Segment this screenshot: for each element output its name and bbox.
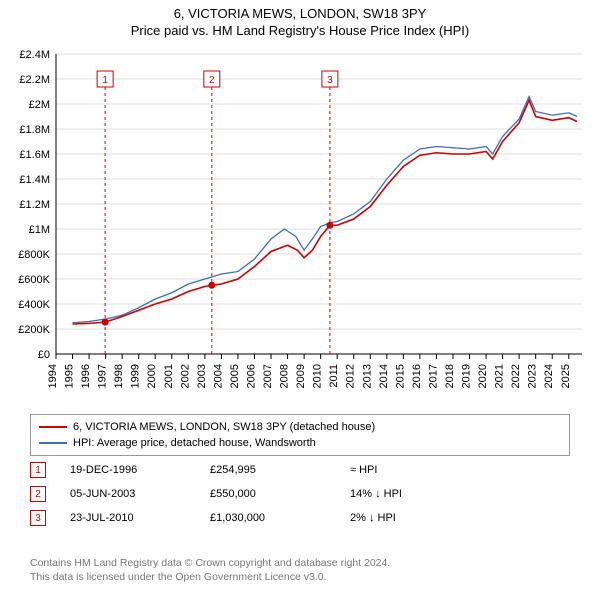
x-tick-label: 2022: [510, 364, 522, 388]
x-tick-label: 2014: [378, 364, 390, 388]
x-tick-label: 1997: [97, 364, 109, 388]
x-tick-label: 1998: [113, 364, 125, 388]
tx-row-hpi: ≈ HPI: [350, 464, 470, 476]
footnote-line2: This data is licensed under the Open Gov…: [30, 570, 570, 584]
y-tick-label: £1M: [29, 224, 50, 236]
y-tick-label: £2.2M: [19, 74, 50, 86]
x-tick-label: 2008: [279, 364, 291, 388]
tx-row-date: 19-DEC-1996: [70, 464, 210, 476]
tx-marker-number: 1: [102, 75, 108, 86]
x-tick-label: 2012: [345, 364, 357, 388]
tx-row-marker: 1: [30, 462, 46, 478]
table-row: 2 05-JUN-2003£550,00014% ↓ HPI: [30, 482, 570, 506]
legend-item: HPI: Average price, detached house, Wand…: [39, 435, 561, 451]
tx-row-hpi: 14% ↓ HPI: [350, 488, 470, 500]
x-tick-label: 2019: [461, 364, 473, 388]
y-tick-label: £200K: [18, 324, 50, 336]
y-tick-label: £1.2M: [19, 199, 50, 211]
x-tick-label: 2004: [212, 364, 224, 388]
tx-marker-dot: [102, 319, 109, 326]
transactions-table: 1 19-DEC-1996£254,995≈ HPI 2 05-JUN-2003£55…: [30, 458, 570, 530]
tx-marker-number: 3: [327, 75, 333, 86]
tx-row-marker: 3: [30, 510, 46, 526]
x-tick-label: 2020: [477, 364, 489, 388]
tx-marker-dot: [208, 282, 215, 289]
x-tick-label: 2025: [560, 364, 572, 388]
legend-item: 6, VICTORIA MEWS, LONDON, SW18 3PY (deta…: [39, 419, 561, 435]
tx-row-price: £254,995: [210, 464, 350, 476]
x-tick-label: 2023: [527, 364, 539, 388]
chart-container: 6, VICTORIA MEWS, LONDON, SW18 3PY Price…: [0, 0, 600, 590]
table-row: 1 19-DEC-1996£254,995≈ HPI: [30, 458, 570, 482]
y-tick-label: £1.4M: [19, 174, 50, 186]
x-tick-label: 1994: [47, 364, 59, 388]
y-tick-label: £1.6M: [19, 149, 50, 161]
x-tick-label: 2024: [543, 364, 555, 388]
x-tick-label: 2005: [229, 364, 241, 388]
y-tick-label: £600K: [18, 274, 50, 286]
legend-swatch: [39, 426, 67, 428]
y-tick-label: £800K: [18, 249, 50, 261]
chart-area: £0 £200K £400K £600K £800K £1M £1.2M £1.4M £1.6M…: [8, 46, 592, 406]
x-tick-label: 1995: [64, 364, 76, 388]
legend-label: 6, VICTORIA MEWS, LONDON, SW18 3PY (deta…: [73, 421, 375, 433]
tx-row-price: £550,000: [210, 488, 350, 500]
titles: 6, VICTORIA MEWS, LONDON, SW18 3PY Price…: [0, 0, 600, 38]
x-tick-label: 2011: [328, 364, 340, 388]
x-tick-label: 2006: [245, 364, 257, 388]
y-tick-label: £2.4M: [19, 49, 50, 61]
x-tick-label: 2017: [427, 364, 439, 388]
y-tick-label: £1.8M: [19, 124, 50, 136]
x-tick-label: 2000: [146, 364, 158, 388]
x-tick-label: 2003: [196, 364, 208, 388]
x-tick-label: 2007: [262, 364, 274, 388]
y-tick-label: £400K: [18, 299, 50, 311]
tx-marker-dot: [326, 222, 333, 229]
tx-row-date: 05-JUN-2003: [70, 488, 210, 500]
line-chart: £0 £200K £400K £600K £800K £1M £1.2M £1.4M £1.6M…: [8, 46, 592, 406]
tx-marker-number: 2: [209, 75, 215, 86]
x-tick-label: 2013: [361, 364, 373, 388]
x-tick-label: 2010: [312, 364, 324, 388]
tx-row-hpi: 2% ↓ HPI: [350, 512, 470, 524]
table-row: 3 23-JUL-2010£1,030,0002% ↓ HPI: [30, 506, 570, 530]
x-tick-label: 2021: [494, 364, 506, 388]
legend: 6, VICTORIA MEWS, LONDON, SW18 3PY (deta…: [30, 414, 570, 456]
legend-label: HPI: Average price, detached house, Wand…: [73, 437, 316, 449]
x-tick-label: 2002: [179, 364, 191, 388]
series-property: [73, 100, 577, 324]
tx-row-marker: 2: [30, 486, 46, 502]
footnote-line1: Contains HM Land Registry data © Crown c…: [30, 556, 570, 570]
x-tick-label: 1999: [130, 364, 142, 388]
series-hpi: [73, 97, 577, 323]
x-tick-label: 2001: [163, 364, 175, 388]
title-sub: Price paid vs. HM Land Registry's House …: [0, 23, 600, 38]
tx-row-date: 23-JUL-2010: [70, 512, 210, 524]
footnote: Contains HM Land Registry data © Crown c…: [30, 556, 570, 584]
x-tick-label: 2018: [444, 364, 456, 388]
x-tick-label: 2015: [394, 364, 406, 388]
x-tick-label: 2009: [295, 364, 307, 388]
x-tick-label: 2016: [411, 364, 423, 388]
title-main: 6, VICTORIA MEWS, LONDON, SW18 3PY: [0, 6, 600, 21]
x-tick-label: 1996: [80, 364, 92, 388]
legend-swatch: [39, 442, 67, 444]
y-tick-label: £2M: [29, 99, 50, 111]
tx-row-price: £1,030,000: [210, 512, 350, 524]
y-tick-label: £0: [38, 349, 50, 361]
